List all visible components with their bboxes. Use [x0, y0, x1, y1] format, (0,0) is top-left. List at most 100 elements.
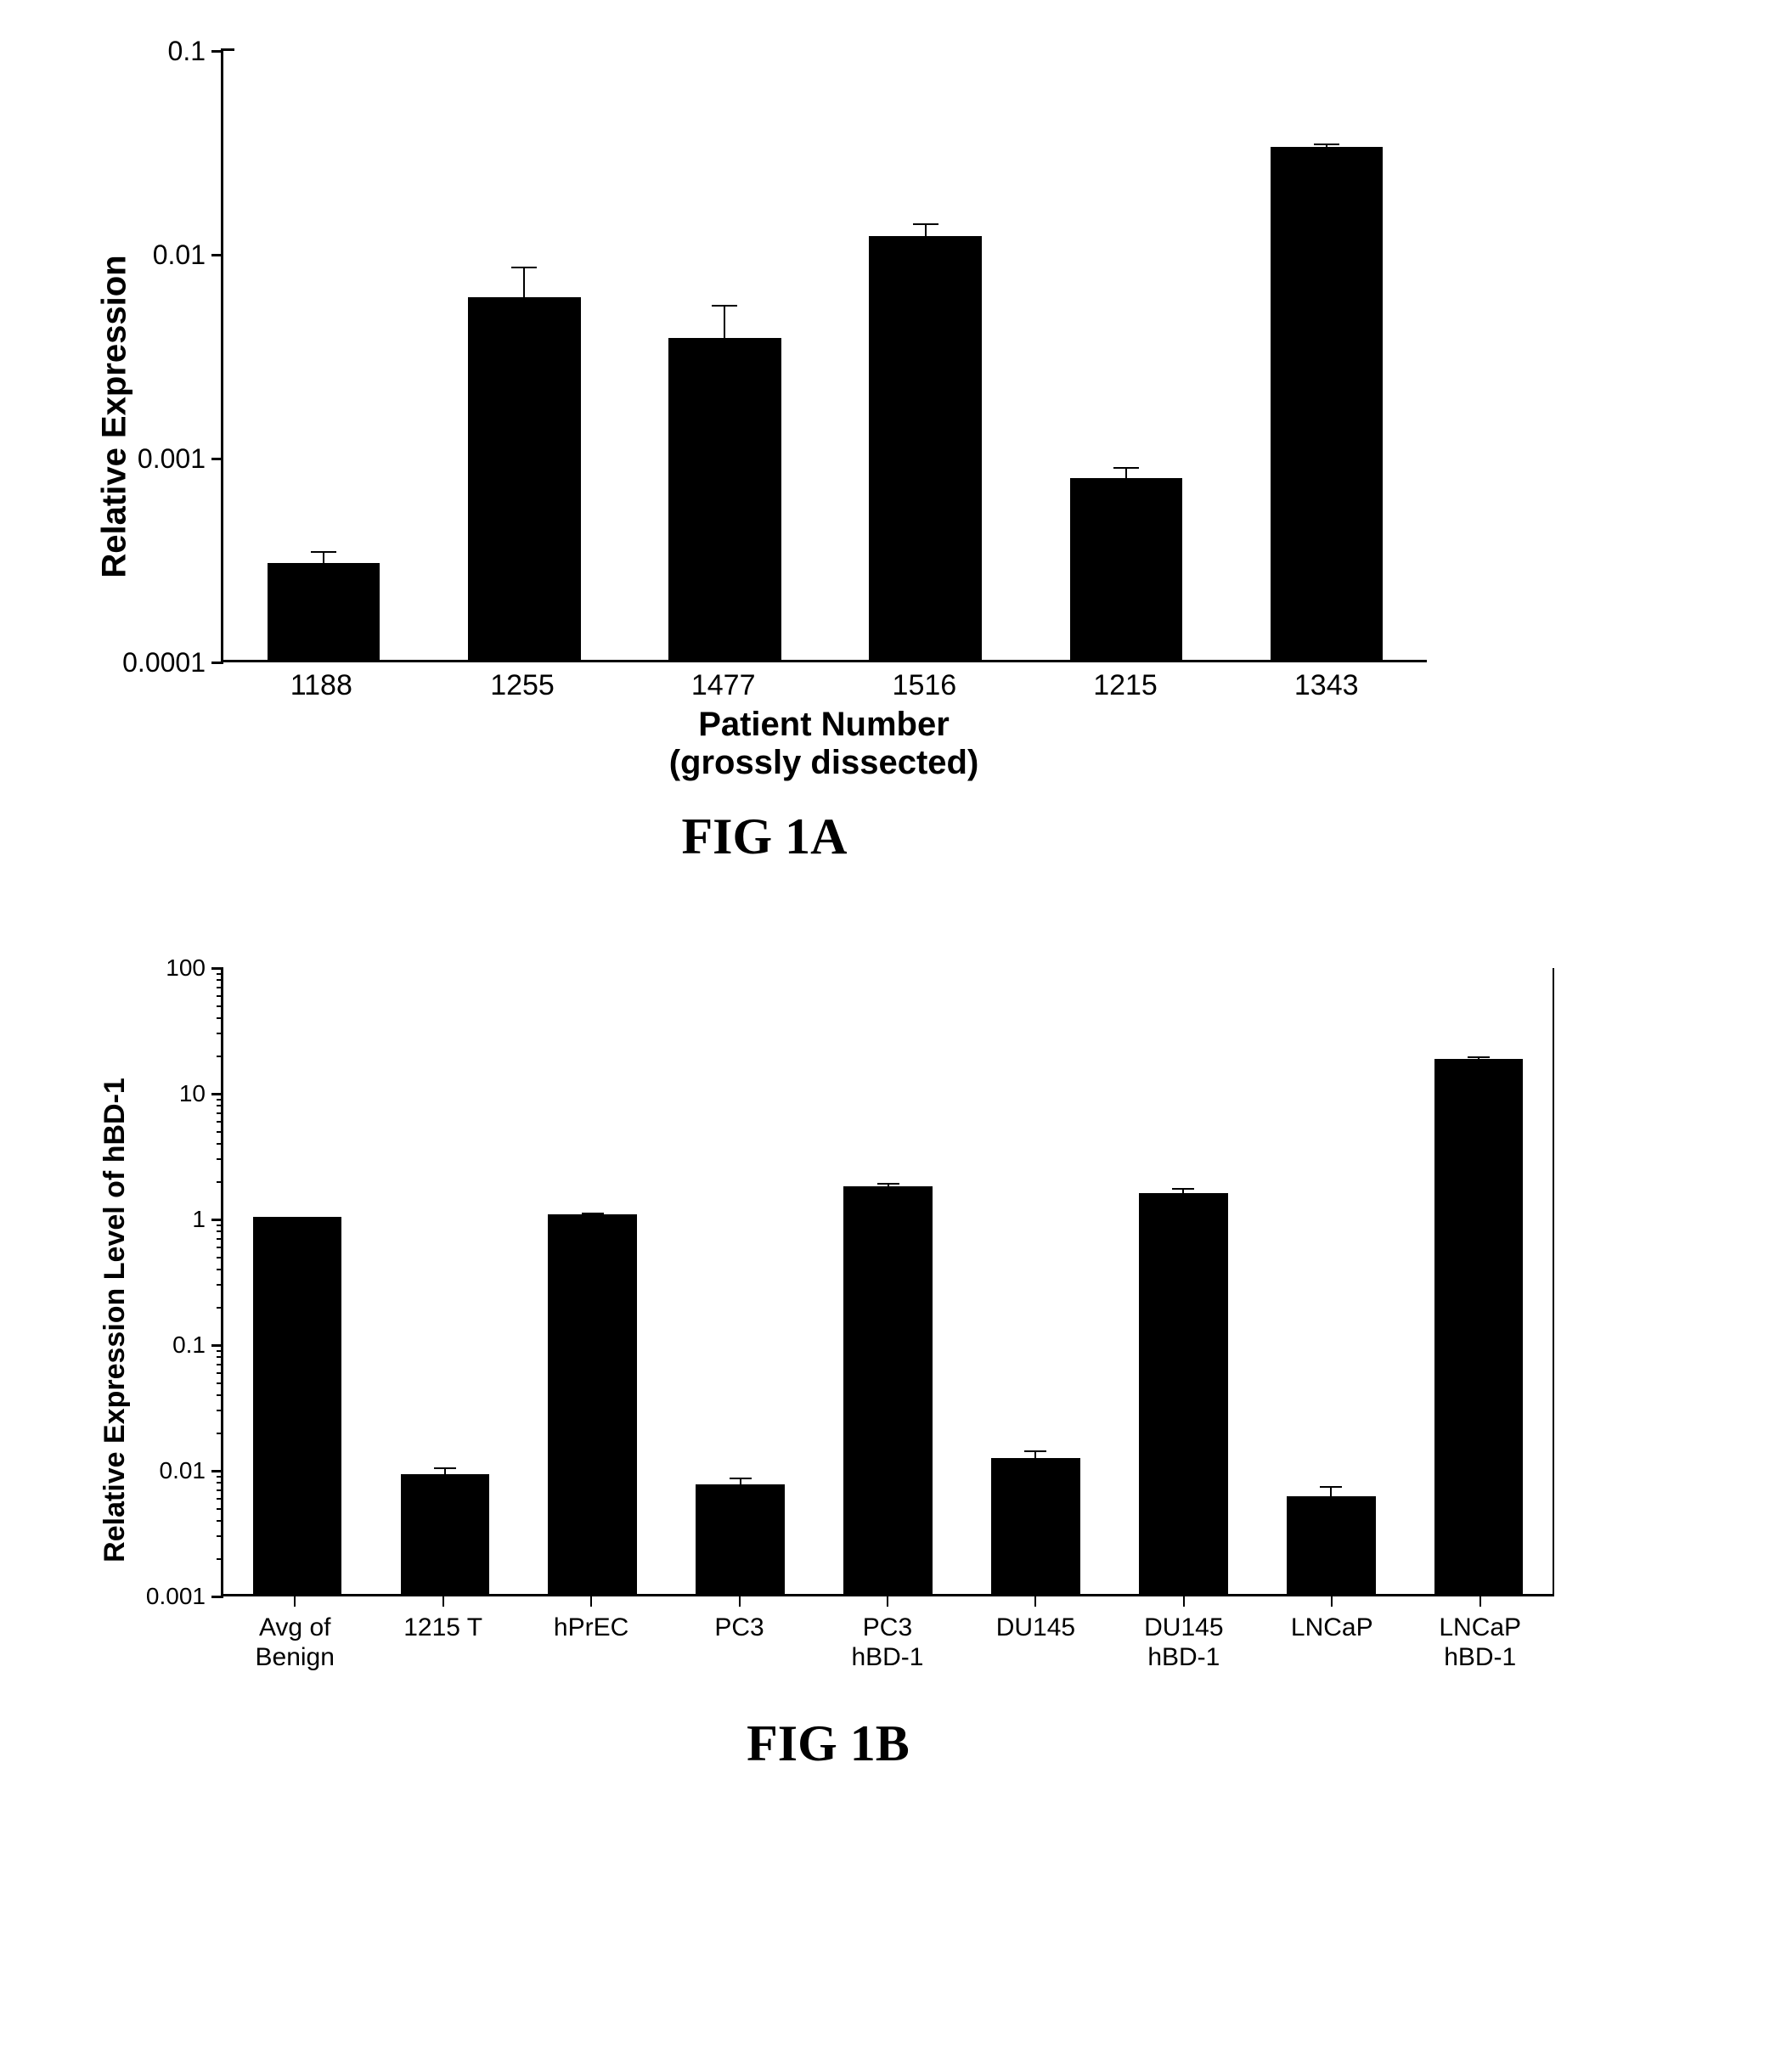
bar [401, 1474, 490, 1594]
ytick-minor [217, 1350, 223, 1352]
fig1b-plot-frame: 1001010.10.010.001 [144, 968, 1554, 1596]
bar [1139, 1193, 1228, 1594]
error-cap [1172, 1188, 1194, 1190]
bar-slot [1109, 968, 1257, 1594]
ytick-minor [217, 1508, 223, 1510]
xtick-slot: 1477 [623, 662, 824, 702]
ytick-minor [217, 979, 223, 981]
ytick-major [211, 1344, 223, 1347]
ytick-minor [217, 1498, 223, 1500]
bar-slot [424, 51, 624, 660]
ytick-label: 0.001 [146, 1585, 206, 1608]
bar-slot [1026, 51, 1226, 660]
xtick-slot: 1255 [422, 662, 623, 702]
ytick-major [211, 1093, 223, 1095]
error-bar [323, 551, 324, 562]
ytick-minor [217, 973, 223, 975]
ytick-minor [217, 1247, 223, 1248]
fig1b-ylabel: Relative Expression Level of hBD-1 [99, 1078, 132, 1562]
ytick-label: 0.001 [138, 445, 206, 472]
bar-slot [1405, 968, 1553, 1594]
ytick-minor [217, 1382, 223, 1384]
bar-slot [223, 51, 424, 660]
ytick-minor [217, 1017, 223, 1019]
ytick-minor [217, 1476, 223, 1478]
ytick-label: 0.01 [153, 241, 206, 268]
xtick-mark [887, 1596, 888, 1607]
ytick-minor [217, 1225, 223, 1226]
bar-slot [624, 51, 825, 660]
xtick-slot: 1215 T [369, 1596, 516, 1672]
ytick-minor [217, 1356, 223, 1358]
ytick-minor [217, 1558, 223, 1560]
ytick-minor [217, 1181, 223, 1183]
xtick-slot: 1215 [1025, 662, 1226, 702]
fig1a-plot-frame: 0.10.010.0010.0001 [144, 51, 1427, 662]
xtick-label: 1215 [1093, 669, 1158, 702]
ytick-label: 0.0001 [122, 649, 206, 676]
ytick-major [211, 254, 223, 256]
bar-slot [1257, 968, 1405, 1594]
fig1b-xtick-row: Avg of Benign1215 ThPrECPC3PC3 hBD-1DU14… [221, 1596, 1554, 1672]
bar [696, 1484, 785, 1595]
xtick-slot: 1343 [1226, 662, 1427, 702]
xtick-mark [294, 1596, 296, 1607]
xtick-mark [1034, 1596, 1036, 1607]
ytick-minor [217, 1033, 223, 1034]
error-bar [444, 1467, 446, 1474]
ytick-minor [217, 1056, 223, 1057]
ytick-minor [217, 1143, 223, 1145]
fig1a-xtick-row: 118812551477151612151343 [221, 662, 1427, 702]
ytick-minor [217, 1535, 223, 1537]
ytick-label: 0.1 [172, 1333, 206, 1357]
figure-1b: Relative Expression Level of hBD-1 10010… [85, 968, 1696, 1773]
ytick-minor [217, 1284, 223, 1286]
fig1a-ytick-col: 0.10.010.0010.0001 [144, 51, 221, 662]
ytick-label: 10 [179, 1082, 206, 1106]
error-cap [511, 267, 537, 268]
fig1a-plot-area [221, 51, 1427, 662]
ytick-minor [217, 1112, 223, 1114]
ytick-minor [217, 1238, 223, 1240]
xtick-mark [442, 1596, 444, 1607]
error-cap [1468, 1056, 1490, 1058]
xtick-mark [1183, 1596, 1185, 1607]
xtick-label: 1255 [490, 669, 555, 702]
error-bar [1330, 1486, 1332, 1496]
ytick-minor [217, 1269, 223, 1270]
error-cap [1113, 467, 1139, 469]
error-cap [311, 551, 336, 553]
error-bar [1478, 1056, 1479, 1060]
error-cap [434, 1467, 456, 1469]
xtick-label: PC3 hBD-1 [851, 1613, 923, 1672]
ytick-minor [217, 1372, 223, 1374]
xtick-label: DU145 hBD-1 [1144, 1613, 1223, 1672]
fig1b-chart-row: Relative Expression Level of hBD-1 10010… [85, 968, 1696, 1672]
error-bar [740, 1478, 741, 1484]
ytick-minor [217, 1410, 223, 1411]
bar [668, 338, 781, 660]
xtick-slot: PC3 [665, 1596, 813, 1672]
ytick-minor [217, 1105, 223, 1106]
error-bar [1034, 1450, 1036, 1458]
xtick-slot: DU145 hBD-1 [1110, 1596, 1258, 1672]
fig1b-ylabel-wrap: Relative Expression Level of hBD-1 [85, 968, 144, 1672]
xtick-slot: DU145 [961, 1596, 1109, 1672]
error-bar [888, 1183, 889, 1186]
fig1a-xlabel-line2: (grossly dissected) [669, 744, 979, 781]
error-cap [913, 223, 938, 225]
error-bar [592, 1213, 594, 1214]
xtick-label: 1188 [290, 669, 352, 702]
ytick-minor [217, 1005, 223, 1007]
ytick-minor [217, 1520, 223, 1522]
error-bar [523, 267, 525, 297]
fig1a-plot-col: 0.10.010.0010.0001 118812551477151612151… [144, 51, 1427, 782]
fig1a-caption: FIG 1A [161, 808, 1367, 866]
error-bar [1182, 1188, 1184, 1193]
ytick-minor [217, 1489, 223, 1491]
ytick-major [211, 1596, 223, 1598]
error-cap [1314, 144, 1339, 145]
fig1a-chart-row: Relative Expression 0.10.010.0010.0001 1… [85, 51, 1696, 782]
fig1a-xlabel: Patient Number (grossly dissected) [221, 706, 1427, 782]
fig1b-ytick-col: 1001010.10.010.001 [144, 968, 221, 1596]
